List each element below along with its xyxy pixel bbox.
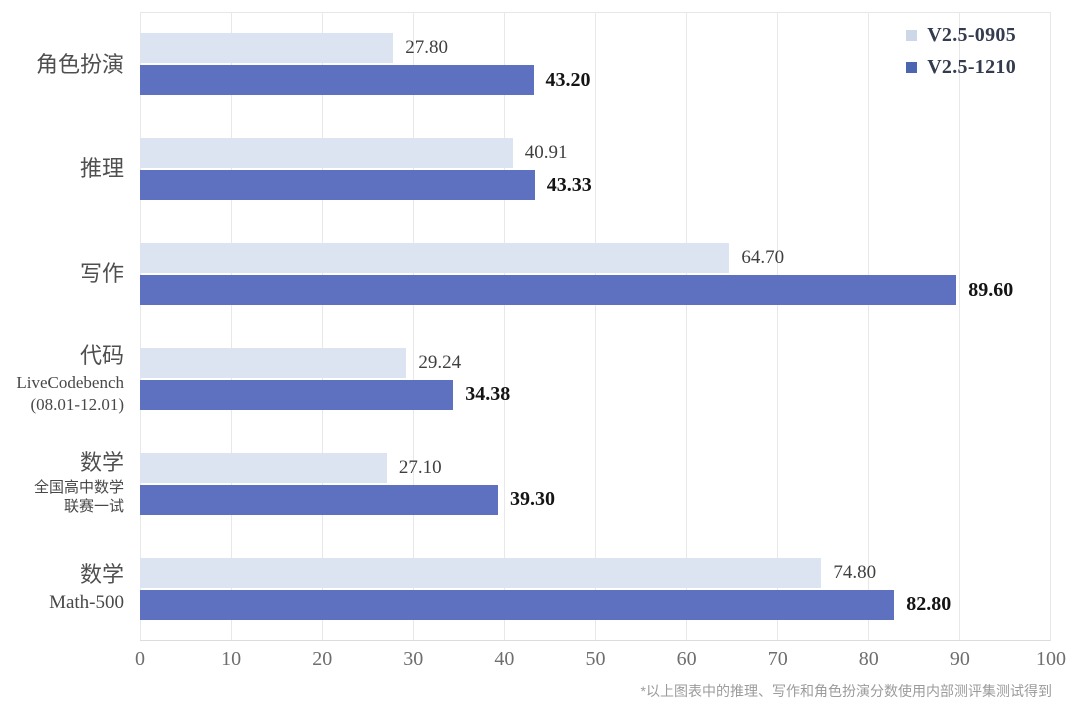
legend-label: V2.5-1210 (927, 56, 1016, 78)
value-label: 27.10 (398, 456, 442, 478)
value-label: 34.38 (465, 383, 511, 406)
x-tick-label: 30 (403, 648, 424, 670)
bar-track: 43.20 (140, 65, 1051, 96)
bar-pair: 29.24 34.38 (140, 326, 1051, 431)
bar-track: 64.70 (140, 243, 1051, 274)
x-tick-label: 0 (135, 648, 145, 670)
plot-area (140, 12, 1051, 641)
bar-group: 27.80 43.20 (140, 12, 1051, 117)
x-tick-label: 40 (494, 648, 515, 670)
bar-V2.5-0905 (140, 243, 730, 274)
x-tick-label: 80 (858, 648, 879, 670)
bar-group: 74.80 82.80 (140, 536, 1051, 641)
bar-V2.5-1210 (140, 275, 957, 306)
bar-track: 89.60 (140, 275, 1051, 306)
category-label-text: 角色扮演 (35, 51, 124, 77)
category-label-text: 写作 (79, 261, 124, 287)
value-label: 27.80 (405, 37, 448, 59)
category-sublabel: Math-500 (49, 591, 124, 613)
bar-V2.5-1210 (140, 65, 534, 96)
legend-swatch (906, 62, 918, 73)
value-label: 64.70 (741, 247, 785, 269)
category-label: 写作 (0, 222, 140, 327)
value-label: 29.24 (418, 351, 462, 373)
x-tick-label: 20 (312, 648, 333, 670)
bar-V2.5-1210 (140, 379, 454, 410)
category-label: 数学全国高中数学 联赛一试 (0, 431, 140, 536)
bar-V2.5-0905 (140, 452, 387, 483)
category-label-text: 数学 (79, 562, 124, 588)
bar-V2.5-1210 (140, 170, 535, 201)
value-label: 43.20 (545, 68, 591, 91)
bar-V2.5-1210 (140, 484, 499, 515)
bar-pair: 74.80 82.80 (140, 536, 1051, 641)
bar-track: 27.10 (140, 452, 1051, 483)
bar-V2.5-0905 (140, 33, 394, 64)
bar-track: 43.33 (140, 170, 1051, 201)
category-label: 角色扮演 (0, 12, 140, 117)
bar-group: 29.24 34.38 (140, 326, 1051, 431)
bar-V2.5-1210 (140, 589, 895, 620)
value-label: 74.80 (833, 561, 877, 583)
category-labels: 角色扮演 推理 写作 代码 LiveCodebench (08.01-12.01) 数学 全国… (0, 12, 140, 641)
x-tick-label: 50 (585, 648, 606, 670)
category-label-text: 推理 (79, 156, 124, 182)
bar-track: 29.24 (140, 347, 1051, 378)
legend-item: V2.5-1210 (906, 56, 1016, 79)
bar-group: 64.70 89.60 (140, 222, 1051, 327)
category-label: 代码 LiveCodebench (08.01-12.01) (0, 326, 140, 431)
value-label: 89.60 (968, 278, 1014, 301)
x-tick-label: 100 (1036, 648, 1066, 670)
bar-pair: 64.70 89.60 (140, 222, 1051, 327)
bar-V2.5-0905 (140, 557, 822, 588)
legend-item: V2.5-0905 (906, 24, 1016, 47)
category-sublabel: LiveCodebench (08.01-12.01) (16, 372, 124, 414)
bar-track: 74.80 (140, 557, 1051, 588)
bar-V2.5-0905 (140, 138, 513, 169)
x-tick-label: 60 (676, 648, 697, 670)
bar-track: 27.80 (140, 33, 1051, 64)
bar-track: 34.38 (140, 379, 1051, 410)
x-axis: 0 10 20 30 40 50 60 70 80 90 100 (135, 648, 1066, 674)
legend: V2.5-0905 V2.5-1210 (906, 24, 1016, 79)
value-label: 43.33 (546, 173, 592, 196)
x-tick-label: 90 (949, 648, 970, 670)
bar-pair: 40.91 43.33 (140, 117, 1051, 222)
bar-pair: 27.80 43.20 (140, 12, 1051, 117)
legend-swatch (906, 30, 918, 41)
category-label-text: 数学 (79, 450, 124, 476)
bar-V2.5-0905 (140, 347, 407, 378)
value-label: 39.30 (510, 488, 556, 511)
bar-track: 40.91 (140, 138, 1051, 169)
bar-track: 82.80 (140, 589, 1051, 620)
bar-pair: 27.10 39.30 (140, 431, 1051, 536)
category-label: 数学 Math-500 (0, 536, 140, 641)
bar-rows: 27.80 43.20 40.91 43.33 64.70 89.60 29.24 34.38… (140, 12, 1051, 641)
category-label: 推理 (0, 117, 140, 222)
category-label-text: 代码 (79, 343, 124, 369)
category-sublabel: 全国高中数学 联赛一试 (33, 479, 124, 516)
bar-group: 40.91 43.33 (140, 117, 1051, 222)
bar-track: 39.30 (140, 484, 1051, 515)
x-tick-label: 70 (767, 648, 788, 670)
x-tick-label: 10 (221, 648, 242, 670)
footnote: *以上图表中的推理、写作和角色扮演分数使用内部测评集测试得到 (640, 683, 1052, 699)
bar-group: 27.10 39.30 (140, 431, 1051, 536)
legend-label: V2.5-0905 (927, 24, 1016, 46)
value-label: 82.80 (906, 593, 952, 616)
value-label: 40.91 (524, 142, 568, 164)
